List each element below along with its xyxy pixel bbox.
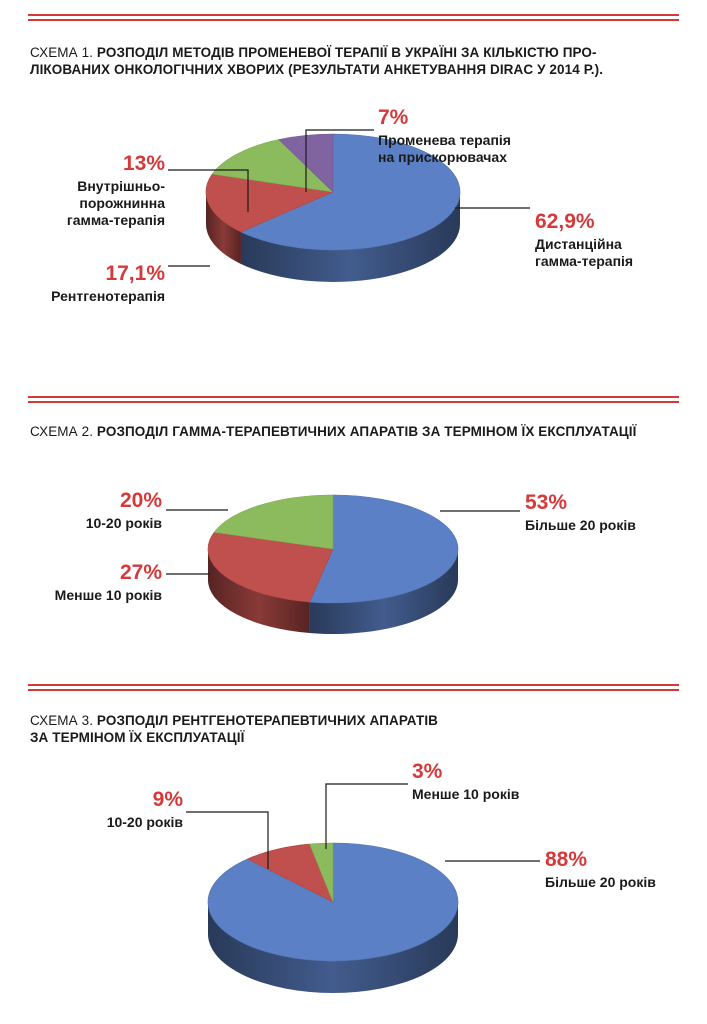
leader-line-4 <box>305 129 374 192</box>
pie-slice-2 <box>207 531 334 603</box>
slice-2-label-line-1: 10-20 років <box>107 814 184 830</box>
pie-top <box>207 494 459 604</box>
slice-3-label-line-3: гамма-терапія <box>67 212 165 228</box>
leader-line-3 <box>168 169 249 212</box>
chart-2-prefix: СХЕМА 2. <box>30 424 94 439</box>
chart-1: 62,9% Дистанційна гамма-терапія 17,1% Рентге… <box>0 100 707 360</box>
pie-side-slice-1 <box>309 549 458 634</box>
slice-3-label-line-2: порожнинна <box>79 195 165 211</box>
chart-3-title-line-1: РОЗПОДІЛ РЕНТГЕНОТЕРАПЕВТИЧНИХ АПАРАТІВ <box>96 713 439 728</box>
pie-side-slice-1 <box>240 192 460 282</box>
chart-1-heading: СХЕМА 1. РОЗПОДІЛ МЕТОДІВ ПРОМЕНЕВОЇ ТЕР… <box>30 44 680 78</box>
pie-slice-1 <box>309 494 459 604</box>
chart-3-svg: 88% Більше 20 років 9% 10-20 років 3% Менше 1… <box>107 760 656 993</box>
slice-3-percent: 13% <box>123 152 165 175</box>
slice-3-percent: 20% <box>120 489 162 512</box>
pie-slice-3 <box>309 842 334 903</box>
slice-1-percent: 62,9% <box>535 210 595 233</box>
chart-3-prefix: СХЕМА 3. <box>30 713 94 728</box>
pie-sides <box>208 549 458 634</box>
slice-1-percent: 53% <box>525 491 567 514</box>
chart-1-title-line-1: РОЗПОДІЛ МЕТОДІВ ПРОМЕНЕВОЇ ТЕРАПІЇ В УК… <box>96 45 597 60</box>
pie-slice-1 <box>240 133 461 251</box>
slice-2-percent: 17,1% <box>105 262 165 285</box>
chart-2-heading: СХЕМА 2. РОЗПОДІЛ ГАММА-ТЕРАПЕВТИЧНИХ АП… <box>30 423 680 440</box>
slice-4-label-line-2: на прискорювачах <box>378 149 507 165</box>
chart-2: 53% Більше 20 років 27% Менше 10 років 20% 10… <box>0 468 707 650</box>
leader-line-2 <box>186 811 269 869</box>
chart-3: 88% Більше 20 років 9% 10-20 років 3% Менше 1… <box>0 756 707 1018</box>
slice-1-label-line-2: гамма-терапія <box>535 253 633 269</box>
slice-2-percent: 9% <box>153 788 184 811</box>
slice-3-label-line-1: 10-20 років <box>86 515 163 531</box>
pie-top <box>207 842 459 962</box>
chart-3-title-line-2: ЗА ТЕРМІНОМ ЇХ ЕКСПЛУАТАЦІЇ <box>30 730 245 745</box>
chart-1-prefix: СХЕМА 1. <box>30 45 94 60</box>
slice-1-label-line-1: Більше 20 років <box>525 517 636 533</box>
slice-2-percent: 27% <box>120 561 162 584</box>
pie-slice-3 <box>211 139 334 193</box>
chart-2-title-line-1: РОЗПОДІЛ ГАММА-ТЕРАПЕВТИЧНИХ АПАРАТІВ ЗА… <box>96 424 637 439</box>
slice-1-label-line-1: Більше 20 років <box>545 874 656 890</box>
pie-sides <box>206 192 460 282</box>
chart-3-heading: СХЕМА 3. РОЗПОДІЛ РЕНТГЕНОТЕРАПЕВТИЧНИХ … <box>30 712 680 746</box>
pie-top <box>205 133 461 251</box>
pie-sides <box>208 902 458 993</box>
pie-slice-1 <box>207 842 459 962</box>
chart-1-title-line-2: ЛІКОВАНИХ ОНКОЛОГІЧНИХ ХВОРИХ (РЕЗУЛЬТАТ… <box>30 62 604 77</box>
chart-1-svg: 62,9%Дистанційнагамма-терапія17,1%Рентге… <box>51 106 633 304</box>
slice-3-label-line-1: Менше 10 років <box>412 786 520 802</box>
pie-slice-3 <box>213 494 334 550</box>
slice-2-label-line-1: Менше 10 років <box>55 587 163 603</box>
slice-1-percent: 88% <box>545 848 587 871</box>
pie-side-slice-1 <box>208 902 458 993</box>
section-1-top-rule <box>28 14 679 21</box>
chart-2-svg: 53% Більше 20 років 27% Менше 10 років 20% 10… <box>55 489 636 634</box>
slice-2-label-line-1: Рентгенотерапія <box>51 288 165 304</box>
slice-4-label-line-1: Променева терапія <box>378 132 511 148</box>
section-3-top-rule <box>28 684 679 691</box>
slice-1-label-line-1: Дистанційна <box>535 236 622 252</box>
pie-slice-2 <box>205 173 335 233</box>
slice-4-percent: 7% <box>378 106 409 129</box>
pie-side-slice-2 <box>206 192 241 264</box>
section-2-top-rule <box>28 396 679 403</box>
pie-side-slice-2 <box>208 549 310 634</box>
leader-line-3 <box>325 783 408 849</box>
slice-3-label-line-1: Внутрішньо- <box>77 178 165 194</box>
slice-3-percent: 3% <box>412 760 443 783</box>
